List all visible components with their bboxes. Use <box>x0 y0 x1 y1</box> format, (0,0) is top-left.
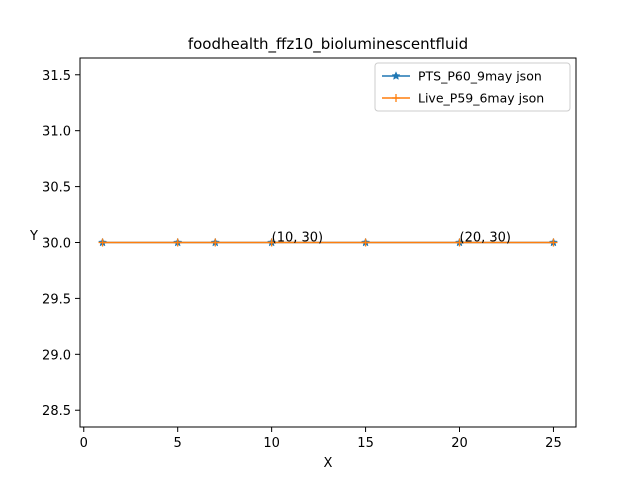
legend: PTS_P60_9may json Live_P59_6may json <box>374 62 571 112</box>
x-tick-label: 20 <box>451 436 468 451</box>
y-axis: 28.5 29.0 29.5 30.0 30.5 31.0 31.5 <box>42 69 80 419</box>
data-point <box>98 238 107 247</box>
data-point <box>549 238 558 247</box>
annotations: (10, 30) (20, 30) <box>272 231 511 246</box>
data-label: (10, 30) <box>272 231 324 246</box>
y-tick-label: 28.5 <box>42 404 71 419</box>
data-point <box>361 238 370 247</box>
legend-marker <box>391 71 401 80</box>
y-tick-label: 31.5 <box>42 69 71 84</box>
y-axis-label: Y <box>29 229 38 244</box>
data-point <box>211 238 220 247</box>
legend-label: Live_P59_6may json <box>418 91 544 106</box>
y-tick-label: 30.0 <box>42 237 71 252</box>
legend-marker <box>392 94 400 102</box>
data-label: (20, 30) <box>460 231 512 246</box>
x-tick-label: 0 <box>80 436 88 451</box>
y-tick-label: 29.5 <box>42 292 71 307</box>
chart-title: foodhealth_ffz10_bioluminescentfluid <box>188 35 468 54</box>
x-axis-label: X <box>324 456 333 471</box>
x-tick-label: 5 <box>174 436 182 451</box>
data-point <box>455 238 464 247</box>
data-point <box>267 238 276 247</box>
x-axis: 0 5 10 15 20 25 <box>80 427 562 451</box>
y-tick-label: 31.0 <box>42 125 71 140</box>
series-2 <box>98 238 558 247</box>
legend-box <box>374 62 571 112</box>
legend-label: PTS_P60_9may json <box>418 69 542 84</box>
data-point <box>173 238 182 247</box>
x-tick-label: 25 <box>545 436 562 451</box>
x-tick-label: 10 <box>263 436 280 451</box>
y-tick-label: 30.5 <box>42 181 71 196</box>
plot-area <box>97 237 559 247</box>
y-tick-label: 29.0 <box>42 348 71 363</box>
x-tick-label: 15 <box>357 436 374 451</box>
